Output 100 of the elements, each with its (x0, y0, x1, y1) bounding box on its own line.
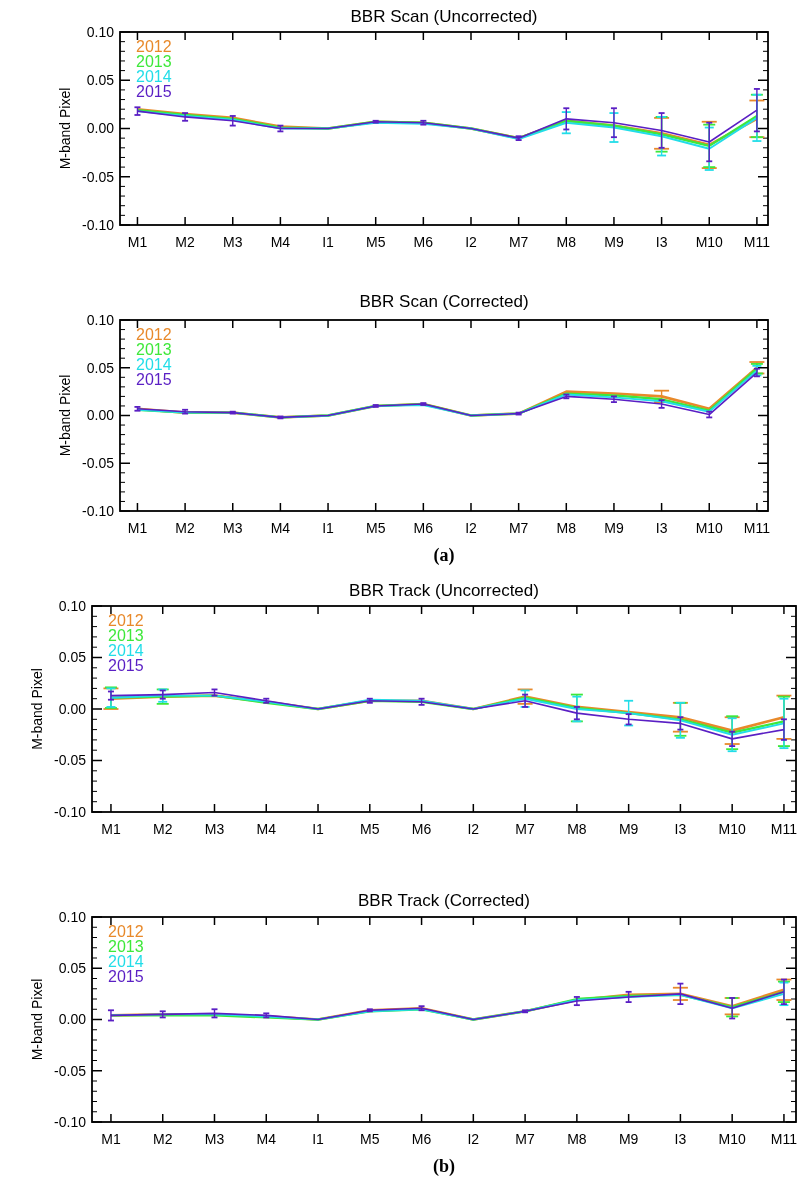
y-tick-label: 0.05 (58, 960, 87, 977)
x-tick-label: M8 (556, 234, 577, 250)
x-tick-label: M6 (413, 520, 434, 536)
x-tick-label: M7 (515, 821, 536, 837)
y-tick-label: -0.05 (54, 1062, 87, 1079)
y-tick-label: 0.10 (86, 23, 115, 40)
x-tick-label: M10 (718, 821, 746, 837)
x-tick-label: M2 (175, 520, 196, 536)
x-tick-label: M4 (270, 234, 291, 250)
text: 2012 (136, 38, 172, 55)
x-tick-label: M9 (604, 234, 624, 250)
x-tick-label: M3 (204, 1131, 225, 1147)
x-tick-label: M2 (175, 234, 196, 250)
text: 2013 (108, 938, 144, 955)
x-tick-label: M8 (567, 1131, 587, 1147)
x-tick-label: M1 (127, 234, 148, 250)
x-tick-label: M5 (365, 234, 386, 250)
x-tick-label: M1 (127, 520, 148, 536)
x-tick-label: I3 (674, 1131, 687, 1147)
text: 2012 (136, 326, 172, 343)
y-tick-label: 0.10 (58, 908, 87, 925)
text: 2012 (108, 612, 144, 629)
y-tick-label: 0.05 (58, 649, 87, 666)
text: 2012 (108, 923, 144, 940)
y-tick-label: 0.10 (86, 311, 115, 328)
x-tick-label: I2 (465, 234, 478, 250)
x-tick-label: M11 (743, 520, 771, 536)
y-tick-label: -0.05 (82, 455, 115, 472)
x-tick-label: M8 (556, 520, 577, 536)
series-label: 2015 (108, 657, 144, 674)
x-tick-label: M11 (770, 1131, 798, 1147)
y-tick-label: -0.10 (54, 1113, 87, 1130)
y-axis-title: M-band Pixel (29, 978, 45, 1061)
x-tick-label: M10 (718, 1131, 746, 1147)
text: 2013 (108, 627, 144, 644)
x-tick-label: M10 (695, 234, 724, 250)
text: 2013 (136, 341, 172, 358)
x-tick-label: M5 (360, 821, 380, 837)
chart-title: BBR Scan (Corrected) (359, 292, 529, 311)
x-tick-label: I2 (467, 821, 480, 837)
x-tick-label: I1 (312, 1131, 325, 1147)
y-tick-label: -0.05 (82, 168, 115, 185)
y-tick-label: -0.10 (54, 803, 87, 820)
y-tick-label: 0.05 (86, 72, 115, 89)
text: (b) (433, 1156, 455, 1177)
x-tick-label: M7 (515, 1131, 536, 1147)
series-label: 2015 (108, 968, 144, 985)
x-tick-label: M10 (695, 520, 724, 536)
x-tick-label: M9 (618, 821, 639, 837)
x-tick-label: I1 (322, 520, 335, 536)
x-tick-label: I2 (467, 1131, 480, 1147)
x-tick-label: I3 (655, 520, 668, 536)
x-tick-label: M1 (101, 821, 121, 837)
x-tick-label: I1 (322, 234, 335, 250)
chart-title: BBR Track (Uncorrected) (349, 581, 539, 600)
chart-title: BBR Scan (Uncorrected) (350, 7, 538, 26)
x-tick-label: M11 (770, 821, 798, 837)
x-tick-label: M9 (618, 1131, 639, 1147)
y-tick-label: 0.00 (86, 120, 115, 137)
text: 2014 (108, 642, 144, 659)
x-tick-label: M8 (567, 821, 587, 837)
x-tick-label: M2 (153, 1131, 173, 1147)
x-tick-label: M4 (256, 1131, 277, 1147)
y-axis-title: M-band Pixel (29, 668, 45, 750)
text: 2014 (136, 356, 172, 373)
y-tick-label: -0.05 (54, 752, 87, 769)
y-tick-label: -0.10 (82, 216, 115, 233)
x-tick-label: M7 (508, 234, 529, 250)
text: (a) (433, 545, 455, 566)
x-tick-label: M5 (365, 520, 386, 536)
y-tick-label: 0.00 (58, 700, 87, 717)
x-tick-label: M9 (604, 520, 624, 536)
y-tick-label: 0.10 (58, 597, 87, 614)
x-tick-label: M4 (270, 520, 291, 536)
y-axis-title: M-band Pixel (57, 374, 73, 457)
x-tick-label: M3 (223, 234, 243, 250)
x-tick-label: I3 (674, 821, 687, 837)
x-tick-label: M11 (743, 234, 771, 250)
x-tick-label: M6 (413, 234, 434, 250)
chart-title: BBR Track (Corrected) (358, 891, 530, 910)
x-tick-label: M1 (101, 1131, 121, 1147)
x-tick-label: M3 (223, 520, 243, 536)
x-tick-label: I2 (465, 520, 478, 536)
x-tick-label: M5 (360, 1131, 380, 1147)
y-tick-label: 0.05 (86, 359, 115, 376)
x-tick-label: M2 (153, 821, 173, 837)
series-label: 2014 (136, 68, 172, 85)
x-tick-label: M4 (256, 821, 277, 837)
y-tick-label: 0.00 (58, 1011, 87, 1028)
text: 2014 (108, 953, 144, 970)
text: 2013 (136, 53, 172, 70)
x-tick-label: M6 (411, 821, 432, 837)
x-tick-label: I1 (312, 821, 325, 837)
x-tick-label: M6 (411, 1131, 432, 1147)
y-tick-label: 0.00 (86, 407, 115, 424)
series-label: 2015 (136, 371, 172, 388)
x-tick-label: M7 (508, 520, 529, 536)
series-label: 2015 (136, 83, 172, 100)
x-tick-label: I3 (655, 234, 668, 250)
y-tick-label: -0.10 (82, 502, 115, 519)
